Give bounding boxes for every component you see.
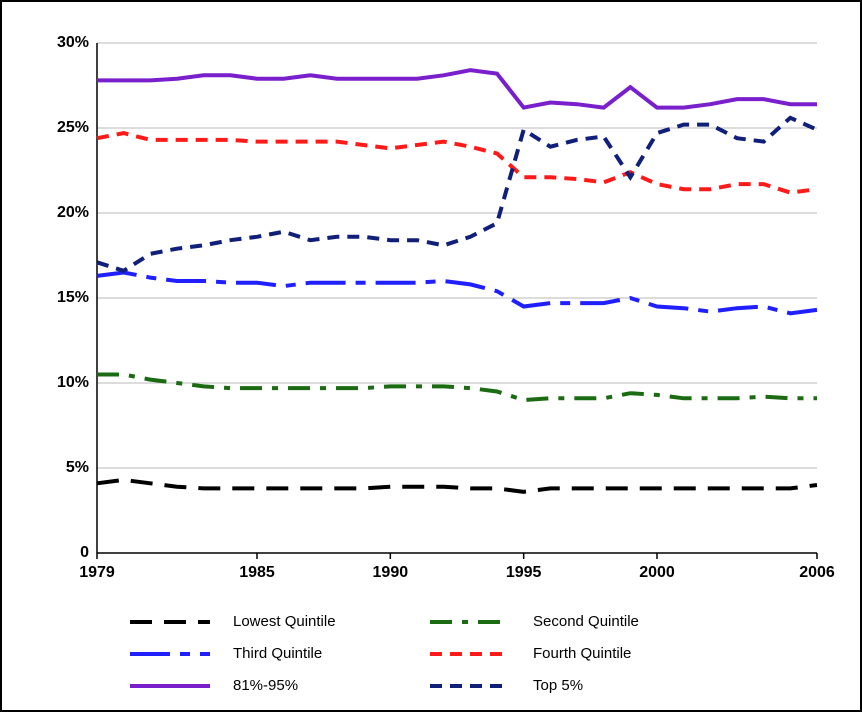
series-line	[96, 115, 818, 273]
y-tick-label: 10%	[57, 374, 89, 391]
series-line	[96, 131, 818, 195]
x-tick-label: 1985	[239, 564, 275, 581]
series-line	[96, 270, 818, 316]
y-tick-label: 5%	[66, 459, 89, 476]
x-tick-label: 2000	[639, 564, 675, 581]
legend-label: 81%-95%	[233, 677, 298, 694]
x-tick-label: 1995	[506, 564, 542, 581]
y-tick-label: 15%	[57, 289, 89, 306]
series-line	[96, 477, 818, 494]
x-tick-label: 1990	[373, 564, 409, 581]
legend-label: Third Quintile	[233, 645, 322, 662]
legend-label: Lowest Quintile	[233, 613, 336, 630]
legend-label: Second Quintile	[533, 613, 639, 630]
x-tick-label: 1979	[79, 564, 115, 581]
y-tick-label: 30%	[57, 34, 89, 51]
y-tick-label: 0	[80, 544, 89, 561]
y-tick-label: 25%	[57, 119, 89, 136]
y-tick-label: 20%	[57, 204, 89, 221]
series-line	[97, 68, 817, 110]
legend-label: Fourth Quintile	[533, 645, 631, 662]
legend-label: Top 5%	[533, 677, 583, 694]
x-tick-label: 2006	[799, 564, 835, 581]
